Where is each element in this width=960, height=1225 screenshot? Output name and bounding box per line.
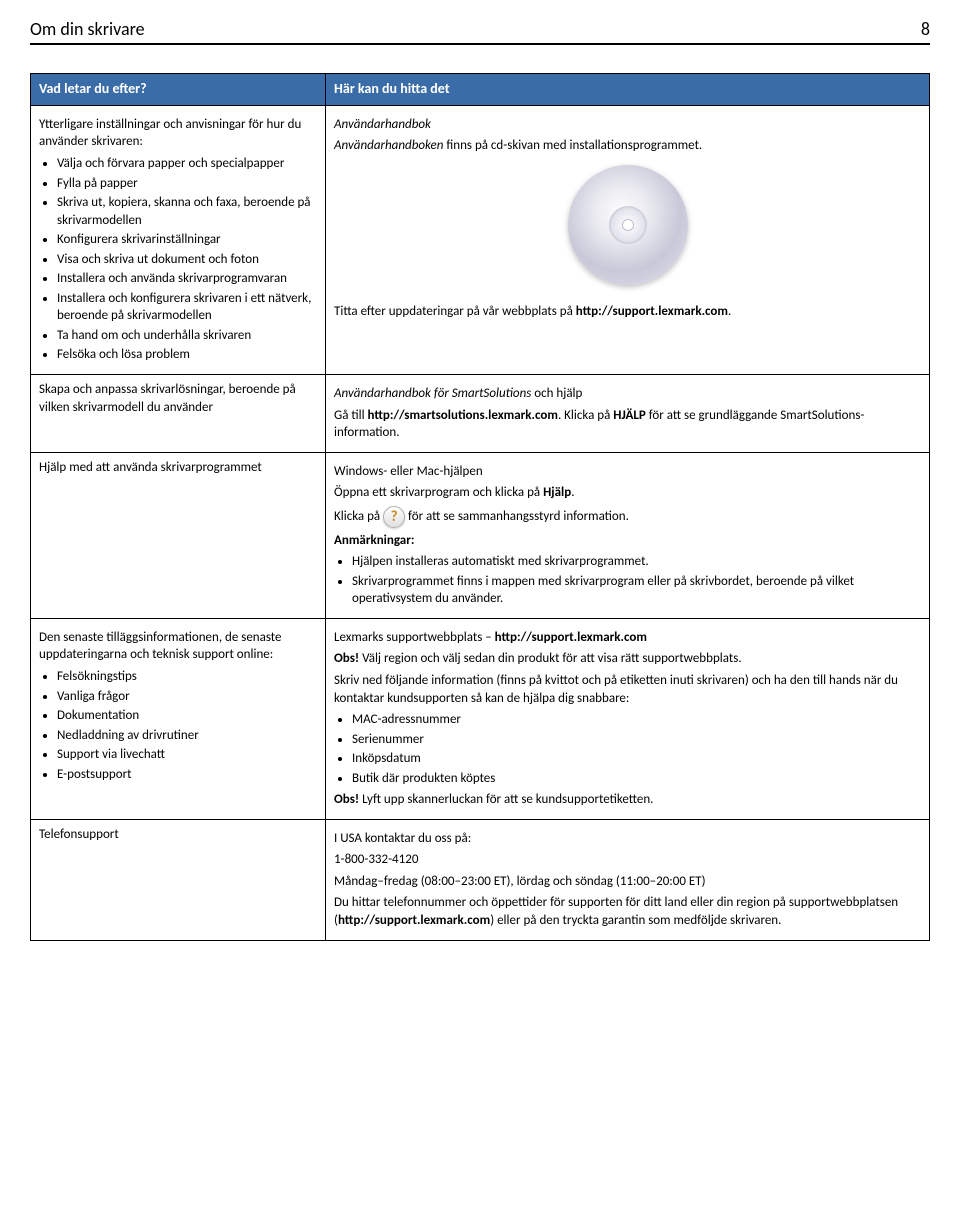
row1-left-intro: Ytterligare inställningar och anvisninga… — [39, 116, 317, 151]
help-word: Hjälp — [543, 485, 571, 500]
text: ) eller på den tryckta garantin som medf… — [490, 913, 781, 928]
text: Välj region och välj sedan din produkt f… — [359, 651, 741, 666]
row3-l3: Klicka på ? för att se sammanhangsstyrd … — [334, 506, 921, 528]
row5-l3: Måndag–fredag (08:00–23:00 ET), lördag o… — [334, 873, 921, 891]
row4-left-intro: Den senaste tilläggsinformationen, de se… — [39, 629, 317, 664]
text: . — [571, 485, 574, 500]
list-item: Konfigurera skrivarinställningar — [57, 231, 317, 249]
list-item: Ta hand om och underhålla skrivaren — [57, 327, 317, 345]
list-item: Skriva ut, kopiera, skanna och faxa, ber… — [57, 194, 317, 229]
row5-l4: Du hittar telefonnummer och öppettider f… — [334, 894, 921, 929]
row5-left: Telefonsupport — [31, 819, 326, 940]
list-item: Nedladdning av drivrutiner — [57, 727, 317, 745]
row4-l3: Skriv ned följande information (finns på… — [334, 672, 921, 707]
list-item: Felsöka och lösa problem — [57, 346, 317, 364]
header-rule — [30, 43, 930, 45]
row4-l2: Obs! Välj region och välj sedan din prod… — [334, 650, 921, 668]
help-icon: ? — [383, 506, 405, 528]
support-url: http://support.lexmark.com — [495, 630, 647, 645]
table-row: Hjälp med att använda skrivarprogrammet … — [31, 452, 930, 618]
table-row: Telefonsupport I USA kontaktar du oss på… — [31, 819, 930, 940]
text: . — [728, 304, 731, 319]
note-label: Obs! — [334, 651, 359, 666]
list-item: Inköpsdatum — [352, 750, 921, 768]
list-item: Välja och förvara papper och specialpapp… — [57, 155, 317, 173]
table-row: Ytterligare inställningar och anvisninga… — [31, 105, 930, 374]
row5-l2: 1-800-332-4120 — [334, 851, 921, 869]
th-right: Här kan du hitta det — [326, 74, 930, 106]
row2-right-title: Användarhandbok för SmartSolutions och h… — [334, 385, 921, 403]
page-header: Om din skrivare 8 — [30, 18, 930, 40]
text: och hjälp — [531, 386, 582, 401]
list-item: Support via livechatt — [57, 746, 317, 764]
table-row: Den senaste tilläggsinformationen, de se… — [31, 618, 930, 819]
list-item: Dokumentation — [57, 707, 317, 725]
row3-left: Hjälp med att använda skrivarprogrammet — [31, 452, 326, 618]
list-item: E-postsupport — [57, 766, 317, 784]
row1-left-list: Välja och förvara papper och specialpapp… — [39, 155, 317, 364]
row4-l1: Lexmarks supportwebbplats – http://suppo… — [334, 629, 921, 647]
row1-right-title: Användarhandbok — [334, 116, 921, 134]
note-label: Obs! — [334, 792, 359, 807]
row3-note-label: Anmärkningar: — [334, 532, 921, 550]
row3-bullets: Hjälpen installeras automatiskt med skri… — [334, 553, 921, 608]
cd-illustration — [334, 165, 921, 285]
table-row: Skapa och anpassa skrivarlösningar, bero… — [31, 375, 930, 453]
th-left: Vad letar du efter? — [31, 74, 326, 106]
row3-l2: Öppna ett skrivarprogram och klicka på H… — [334, 484, 921, 502]
cd-disc-icon — [568, 165, 688, 285]
row4-left-list: Felsökningstips Vanliga frågor Dokumenta… — [39, 668, 317, 783]
list-item: Fylla på papper — [57, 175, 317, 193]
row1-right-line2: Titta efter uppdateringar på vår webbpla… — [334, 303, 921, 321]
row3-l1: Windows- eller Mac-hjälpen — [334, 463, 921, 481]
row5-l1: I USA kontaktar du oss på: — [334, 830, 921, 848]
list-item: Hjälpen installeras automatiskt med skri… — [352, 553, 921, 571]
row2-right-line: Gå till http://smartsolutions.lexmark.co… — [334, 407, 921, 442]
list-item: Vanliga frågor — [57, 688, 317, 706]
text: finns på cd-skivan med installationsprog… — [443, 138, 702, 153]
list-item: Skrivarprogrammet finns i mappen med skr… — [352, 573, 921, 608]
list-item: Felsökningstips — [57, 668, 317, 686]
page-title: Om din skrivare — [30, 18, 145, 40]
smartsolutions-url: http://smartsolutions.lexmark.com — [368, 408, 558, 423]
text: Öppna ett skrivarprogram och klicka på — [334, 485, 543, 500]
list-item: Installera och konfigurera skrivaren i e… — [57, 290, 317, 325]
support-url: http://support.lexmark.com — [576, 304, 728, 319]
support-url: http://support.lexmark.com — [338, 913, 490, 928]
help-word: HJÄLP — [613, 408, 646, 423]
list-item: Serienummer — [352, 731, 921, 749]
row2-left: Skapa och anpassa skrivarlösningar, bero… — [31, 375, 326, 453]
text: Lyft upp skannerluckan för att se kundsu… — [359, 792, 653, 807]
text: Klicka på — [334, 509, 383, 524]
list-item: MAC-adressnummer — [352, 711, 921, 729]
info-table: Vad letar du efter? Här kan du hitta det… — [30, 73, 930, 941]
text: Lexmarks supportwebbplats – — [334, 630, 495, 645]
list-item: Visa och skriva ut dokument och foton — [57, 251, 317, 269]
page-number: 8 — [921, 18, 930, 40]
text: Gå till — [334, 408, 368, 423]
list-item: Butik där produkten köptes — [352, 770, 921, 788]
list-item: Installera och använda skrivarprogramvar… — [57, 270, 317, 288]
row4-right-list: MAC-adressnummer Serienummer Inköpsdatum… — [334, 711, 921, 787]
text: Titta efter uppdateringar på vår webbpla… — [334, 304, 576, 319]
row4-l4: Obs! Lyft upp skannerluckan för att se k… — [334, 791, 921, 809]
text: Användarhandbok för SmartSolutions — [334, 386, 531, 401]
row1-right-line1: Användarhandboken finns på cd-skivan med… — [334, 137, 921, 155]
text: Användarhandboken — [334, 138, 443, 153]
text: för att se sammanhangsstyrd information. — [408, 509, 629, 524]
text: . Klicka på — [558, 408, 613, 423]
